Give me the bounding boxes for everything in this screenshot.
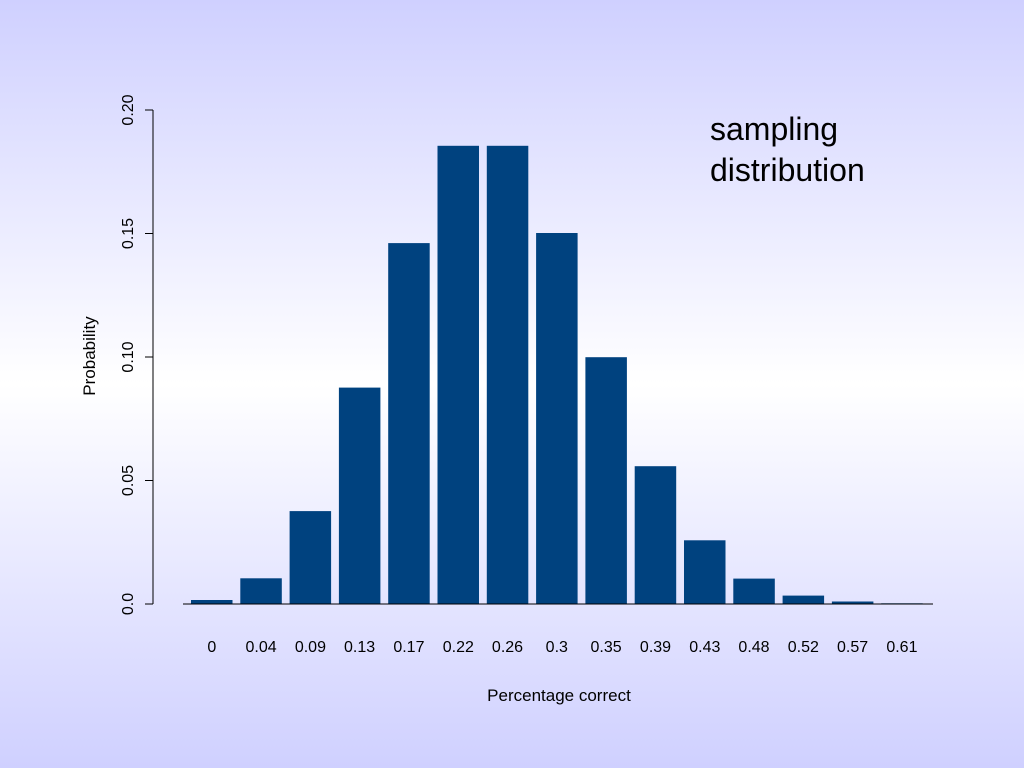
x-tick-label-12: 0.52 — [788, 639, 819, 656]
bar-11 — [733, 578, 775, 604]
bars-group — [191, 145, 923, 605]
bar-13 — [831, 601, 874, 604]
x-tick-label-1: 0.04 — [246, 639, 277, 656]
bar-12 — [782, 595, 825, 604]
bar-4 — [388, 243, 430, 604]
bar-2 — [289, 511, 332, 604]
bar-6 — [486, 145, 529, 605]
bar-9 — [634, 466, 677, 604]
y-axis-label: Probability — [80, 316, 99, 396]
x-tick-label-11: 0.48 — [738, 639, 769, 656]
x-tick-label-3: 0.13 — [344, 639, 375, 656]
x-axis-label: Percentage correct — [487, 686, 631, 705]
bar-5 — [437, 145, 479, 605]
y-tick-label-0: 0.0 — [120, 593, 137, 615]
bar-8 — [585, 357, 627, 604]
x-tick-label-4: 0.17 — [393, 639, 424, 656]
x-tick-label-8: 0.35 — [591, 639, 622, 656]
bar-1 — [240, 578, 282, 604]
bar-3 — [338, 387, 381, 604]
x-tick-label-5: 0.22 — [443, 639, 474, 656]
x-tick-label-6: 0.26 — [492, 639, 523, 656]
x-tick-label-9: 0.39 — [640, 639, 671, 656]
annotation-line-1: sampling — [710, 111, 838, 147]
x-tick-label-13: 0.57 — [837, 639, 868, 656]
bar-10 — [684, 540, 726, 604]
x-tick-label-10: 0.43 — [689, 639, 720, 656]
bar-0 — [191, 600, 233, 604]
x-tick-labels: 0 0.04 0.09 0.13 0.17 0.22 0.26 0.3 0.35 0.39 0.43… — [207, 639, 917, 656]
x-tick-label-14: 0.61 — [886, 639, 917, 656]
y-tick-label-1: 0.05 — [120, 465, 137, 496]
y-tick-label-4: 0.20 — [120, 94, 137, 125]
bar-7 — [536, 233, 578, 604]
y-tick-label-2: 0.10 — [120, 341, 137, 372]
x-tick-label-7: 0.3 — [546, 639, 568, 656]
annotation-line-2: distribution — [710, 152, 865, 188]
x-tick-label-0: 0 — [207, 639, 216, 656]
y-tick-label-3: 0.15 — [120, 218, 137, 249]
x-tick-label-2: 0.09 — [295, 639, 326, 656]
y-axis: 0.0 0.05 0.10 0.15 0.20 — [120, 94, 154, 615]
